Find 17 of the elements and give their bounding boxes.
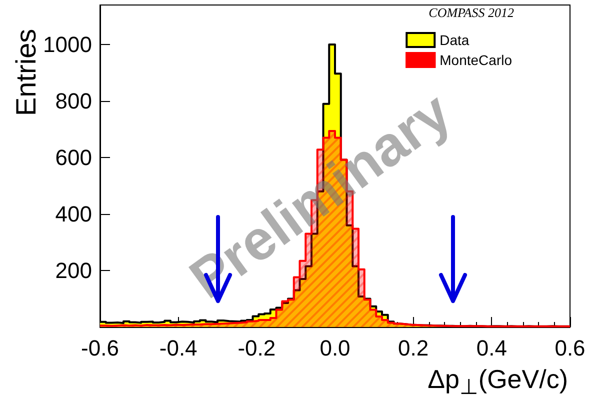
y-axis-title: Entries <box>10 28 42 116</box>
x-tick-label: 0.0 <box>320 336 350 360</box>
y-tick-label: 200 <box>55 258 92 284</box>
x-tick-label: 0.6 <box>554 336 586 360</box>
y-tick-label: 600 <box>55 145 92 170</box>
x-tick-label: 0.4 <box>476 336 507 360</box>
legend-label: Data <box>440 32 470 48</box>
legend-label: MonteCarlo <box>440 52 512 68</box>
x-tick-label: 0.2 <box>398 336 429 360</box>
x-tick-label: -0.6 <box>81 336 119 360</box>
y-tick-label: 1000 <box>43 32 92 58</box>
legend-title: COMPASS 2012 <box>428 5 514 20</box>
x-tick-label: -0.4 <box>159 336 198 360</box>
x-axis-title: Δp$_{⊥}$(GeV/c) <box>428 364 568 402</box>
x-tick-label: -0.2 <box>238 336 276 360</box>
y-tick-label: 400 <box>55 202 92 227</box>
y-tick-label: 800 <box>55 88 92 114</box>
